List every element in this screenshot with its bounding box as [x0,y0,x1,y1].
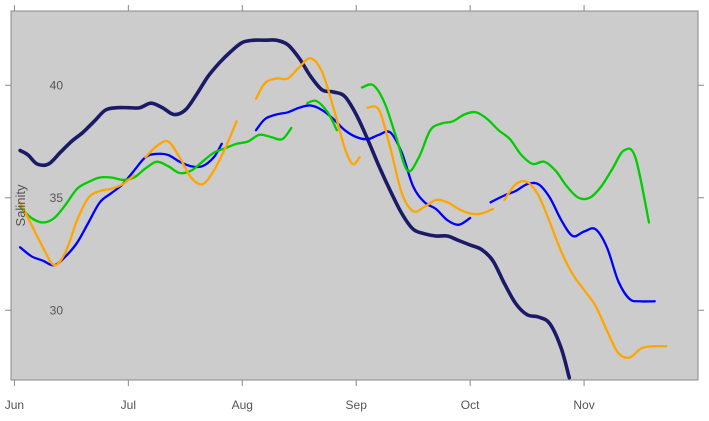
series-line [254,104,472,226]
series-line [18,126,293,224]
series-line [144,120,238,186]
y-axis-label: Salinity [13,184,28,226]
series-line [254,57,361,166]
series-line [360,83,651,224]
axes: Jun Jul Aug Sep Oct Nov 30 35 40 [5,5,704,412]
series-line [18,38,572,380]
series-line [366,105,495,216]
x-tick-label: Jul [121,398,136,412]
x-tick-label: Sep [346,398,368,412]
y-tick-label: 30 [50,303,64,317]
plot-area [10,10,699,381]
series-line [18,174,136,267]
series-line [503,179,668,359]
y-tick-label: 35 [50,191,64,205]
x-tick-label: Nov [573,398,594,412]
x-tick-label: Oct [461,398,480,412]
series-lines [18,38,668,380]
series-line [489,181,656,303]
x-tick-label: Jun [5,398,24,412]
x-tick-label: Aug [232,398,253,412]
series-line [306,99,338,132]
y-tick-label: 40 [50,78,64,92]
